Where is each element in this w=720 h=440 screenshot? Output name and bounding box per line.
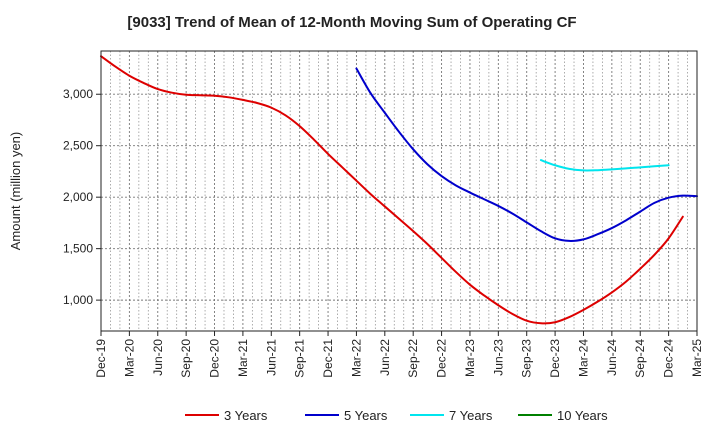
series-layer <box>100 55 698 325</box>
minor-grid <box>110 51 688 331</box>
x-tick-label: Dec-21 <box>321 339 335 378</box>
legend-label-7-years: 7 Years <box>449 408 493 423</box>
x-tick-label: Mar-20 <box>122 339 136 377</box>
y-tick-label: 2,000 <box>63 190 93 204</box>
y-tick-label: 3,000 <box>63 87 93 101</box>
legend-label-5-years: 5 Years <box>344 408 388 423</box>
plot-area <box>101 51 697 331</box>
plot-frame <box>100 50 698 332</box>
x-tick-label: Dec-23 <box>548 339 562 378</box>
series-line-7-years <box>539 159 670 172</box>
x-tick-label: Mar-25 <box>690 339 704 377</box>
y-axis-label: Amount (million yen) <box>8 132 23 251</box>
y-tick-label: 1,000 <box>63 293 93 307</box>
y-tick-label: 2,500 <box>63 139 93 153</box>
x-tick-label: Sep-23 <box>520 339 534 378</box>
x-tick-label: Dec-19 <box>94 339 108 378</box>
x-tick-label: Mar-23 <box>463 339 477 377</box>
x-tick-label: Dec-22 <box>435 339 449 378</box>
series-line-3-years <box>100 55 684 325</box>
legend-label-3-years: 3 Years <box>224 408 268 423</box>
x-tick-label: Dec-24 <box>662 339 676 378</box>
x-tick-label: Sep-22 <box>406 339 420 378</box>
x-tick-label: Mar-21 <box>236 339 250 377</box>
x-tick-label: Sep-20 <box>179 339 193 378</box>
x-tick-label: Jun-21 <box>264 339 278 376</box>
legend: 3 Years 5 Years 7 Years 10 Years <box>185 408 608 423</box>
x-axis: Dec-19 Mar-20 Jun-20 Sep-20 Dec-20 Mar-21 Jun-… <box>94 331 704 378</box>
legend-label-10-years: 10 Years <box>557 408 608 423</box>
x-tick-label: Sep-24 <box>633 339 647 378</box>
x-tick-label: Jun-20 <box>151 339 165 376</box>
chart-title: [9033] Trend of Mean of 12-Month Moving … <box>127 14 576 31</box>
y-tick-label: 1,500 <box>63 242 93 256</box>
x-tick-label: Jun-22 <box>378 339 392 376</box>
x-tick-label: Dec-20 <box>208 339 222 378</box>
y-axis: 1,000 1,500 2,000 2,500 3,000 <box>63 87 101 307</box>
x-tick-label: Sep-21 <box>293 339 307 378</box>
x-tick-label: Mar-24 <box>576 339 590 377</box>
major-grid <box>101 51 697 331</box>
x-tick-label: Jun-23 <box>491 339 505 376</box>
x-tick-label: Mar-22 <box>349 339 363 377</box>
series-line-5-years <box>355 67 698 242</box>
x-tick-label: Jun-24 <box>605 339 619 376</box>
